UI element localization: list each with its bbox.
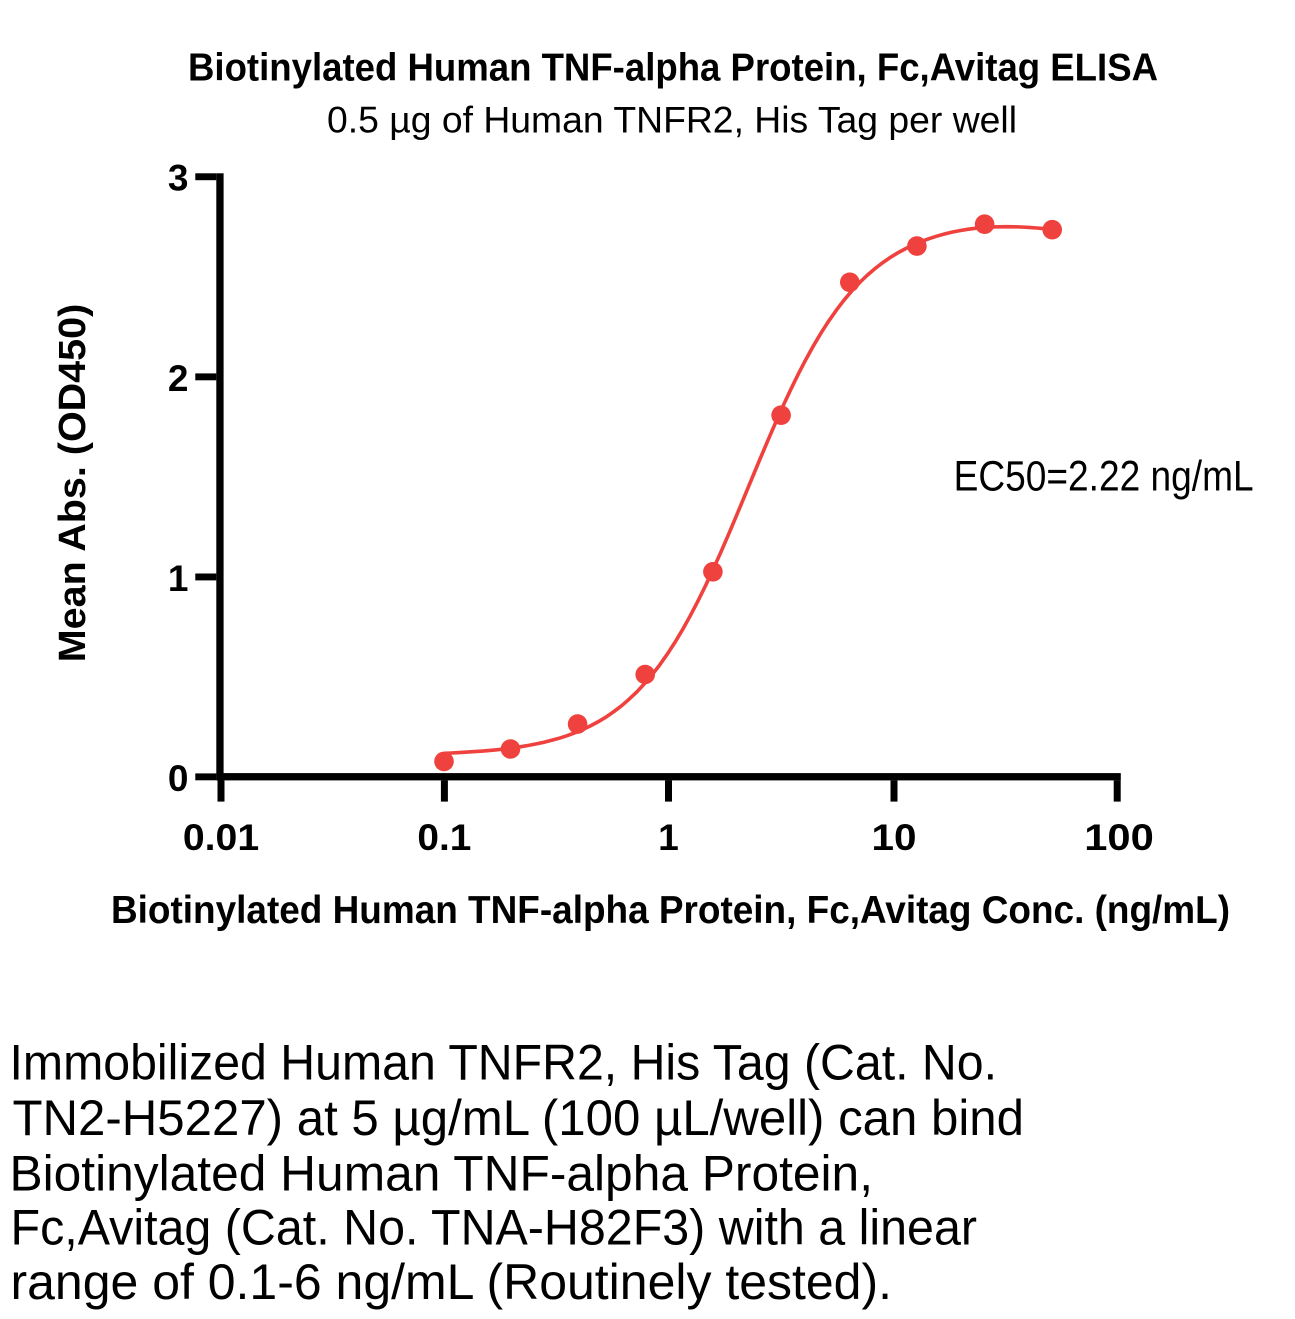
svg-text:TN2-H5227) at 5 µg/mL (100 µL/: TN2-H5227) at 5 µg/mL (100 µL/well) can …	[13, 1090, 1025, 1146]
svg-text:0.1: 0.1	[417, 816, 471, 858]
svg-text:range of 0.1-6 ng/mL (Routinel: range of 0.1-6 ng/mL (Routinely tested).	[11, 1254, 893, 1310]
svg-text:1: 1	[658, 816, 679, 858]
svg-text:3: 3	[168, 158, 189, 199]
svg-text:Mean Abs. (OD450): Mean Abs. (OD450)	[52, 304, 94, 663]
svg-text:Biotinylated Human TNF-alpha P: Biotinylated Human TNF-alpha Protein, Fc…	[111, 889, 1230, 932]
svg-text:0.01: 0.01	[183, 816, 259, 858]
svg-text:Fc,Avitag (Cat. No. TNA-H82F3): Fc,Avitag (Cat. No. TNA-H82F3) with a li…	[11, 1200, 978, 1256]
svg-text:Immobilized Human TNFR2, His T: Immobilized Human TNFR2, His Tag (Cat. N…	[10, 1035, 998, 1091]
svg-text:100: 100	[1084, 816, 1154, 858]
svg-text:Biotinylated Human TNF-alpha P: Biotinylated Human TNF-alpha Protein,	[10, 1146, 874, 1202]
svg-text:0.5 µg of Human TNFR2, His Tag: 0.5 µg of Human TNFR2, His Tag per well	[327, 99, 1017, 140]
svg-text:10: 10	[872, 816, 917, 858]
svg-text:EC50=2.22 ng/mL: EC50=2.22 ng/mL	[954, 454, 1254, 501]
svg-text:Biotinylated Human TNF-alpha P: Biotinylated Human TNF-alpha Protein, Fc…	[188, 46, 1158, 89]
svg-text:2: 2	[168, 358, 189, 399]
svg-text:0: 0	[168, 758, 189, 799]
svg-text:1: 1	[168, 558, 189, 599]
